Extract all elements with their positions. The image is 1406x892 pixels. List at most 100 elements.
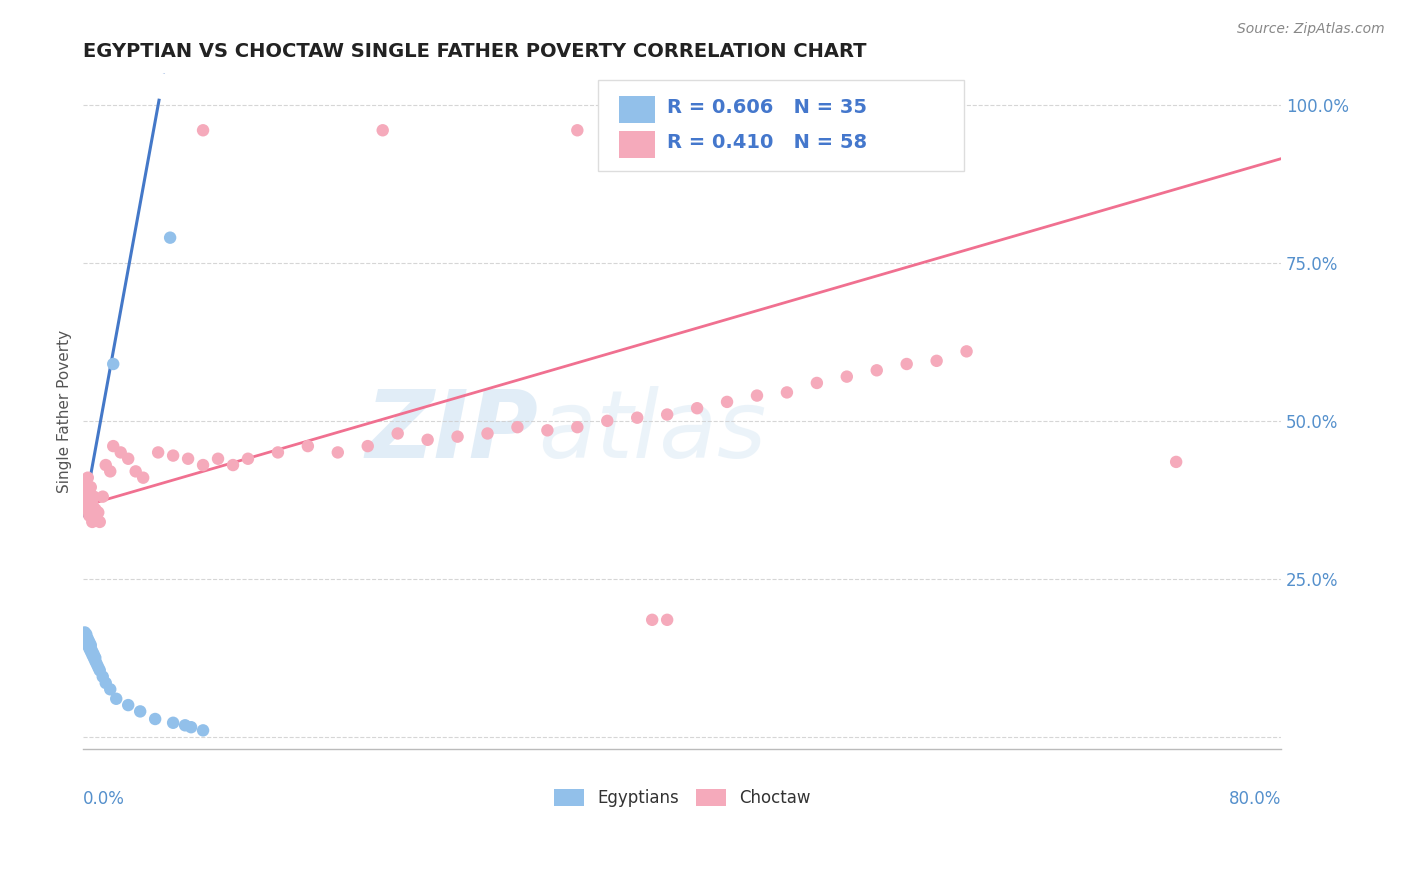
Point [86, 512, 108, 526]
Text: EGYPTIAN VS CHOCTAW SINGLE FATHER POVERTY CORRELATION CHART: EGYPTIAN VS CHOCTAW SINGLE FATHER POVERT… [83, 42, 866, 61]
Point [103, 439, 125, 453]
FancyBboxPatch shape [599, 80, 963, 171]
Point [143, 712, 166, 726]
Point [82, 644, 104, 658]
Text: Source: ZipAtlas.com: Source: ZipAtlas.com [1237, 22, 1385, 37]
FancyBboxPatch shape [619, 95, 655, 123]
Point [641, 613, 664, 627]
Point [506, 420, 529, 434]
Point [105, 691, 128, 706]
Point [446, 430, 468, 444]
Text: atlas: atlas [538, 386, 766, 477]
Point [371, 123, 394, 137]
Point [77, 641, 100, 656]
Point [416, 433, 439, 447]
Point [129, 705, 152, 719]
Point [716, 395, 738, 409]
Point [117, 451, 139, 466]
Point [177, 451, 200, 466]
Point [76, 471, 98, 485]
Point [357, 439, 380, 453]
Point [83, 508, 105, 523]
Point [76, 632, 98, 646]
Point [77, 638, 100, 652]
Point [567, 123, 589, 137]
Point [180, 720, 202, 734]
Point [89, 664, 111, 678]
Point [162, 715, 184, 730]
Point [103, 357, 125, 371]
Point [87, 505, 110, 519]
Point [83, 490, 105, 504]
FancyBboxPatch shape [619, 131, 655, 158]
Point [191, 123, 214, 137]
Point [776, 385, 799, 400]
Text: R = 0.606   N = 35: R = 0.606 N = 35 [666, 98, 866, 117]
Point [700, 123, 723, 137]
Point [686, 401, 709, 416]
Point [267, 445, 290, 459]
Point [297, 439, 319, 453]
Point [84, 502, 107, 516]
Point [80, 644, 103, 658]
Point [80, 502, 103, 516]
Point [1166, 455, 1188, 469]
Point [73, 625, 96, 640]
Point [117, 698, 139, 712]
Point [80, 480, 103, 494]
Point [75, 483, 97, 498]
Point [896, 357, 918, 371]
Point [98, 464, 121, 478]
Point [236, 451, 259, 466]
Point [83, 650, 105, 665]
Point [76, 638, 98, 652]
Point [125, 464, 148, 478]
Point [94, 676, 117, 690]
Point [174, 718, 197, 732]
Point [110, 445, 132, 459]
Point [387, 426, 409, 441]
Point [77, 508, 100, 523]
Point [82, 648, 104, 662]
Point [191, 723, 214, 738]
Text: ZIP: ZIP [366, 385, 538, 477]
Point [222, 458, 245, 472]
Point [73, 632, 96, 646]
Point [76, 496, 98, 510]
Point [73, 629, 96, 643]
Point [162, 449, 184, 463]
Point [75, 635, 97, 649]
Point [84, 654, 107, 668]
Text: R = 0.410   N = 58: R = 0.410 N = 58 [666, 133, 866, 152]
Point [955, 344, 977, 359]
Point [75, 632, 97, 646]
Point [191, 458, 214, 472]
Point [91, 670, 114, 684]
Point [98, 682, 121, 697]
Point [77, 490, 100, 504]
Point [596, 414, 619, 428]
Point [80, 641, 103, 656]
Point [75, 627, 97, 641]
Point [86, 657, 108, 671]
Point [657, 408, 679, 422]
Legend: Egyptians, Choctaw: Egyptians, Choctaw [547, 782, 817, 814]
Point [76, 635, 98, 649]
Point [326, 445, 349, 459]
Point [477, 426, 499, 441]
Point [745, 388, 768, 402]
Point [806, 376, 828, 390]
Point [626, 410, 648, 425]
Text: 0.0%: 0.0% [83, 789, 125, 808]
Y-axis label: Single Father Poverty: Single Father Poverty [58, 330, 72, 493]
Point [207, 451, 229, 466]
Point [87, 660, 110, 674]
Point [84, 650, 107, 665]
Point [77, 635, 100, 649]
Point [83, 648, 105, 662]
Point [866, 363, 889, 377]
Point [536, 423, 558, 437]
Point [75, 502, 97, 516]
Point [132, 471, 155, 485]
Point [80, 638, 103, 652]
